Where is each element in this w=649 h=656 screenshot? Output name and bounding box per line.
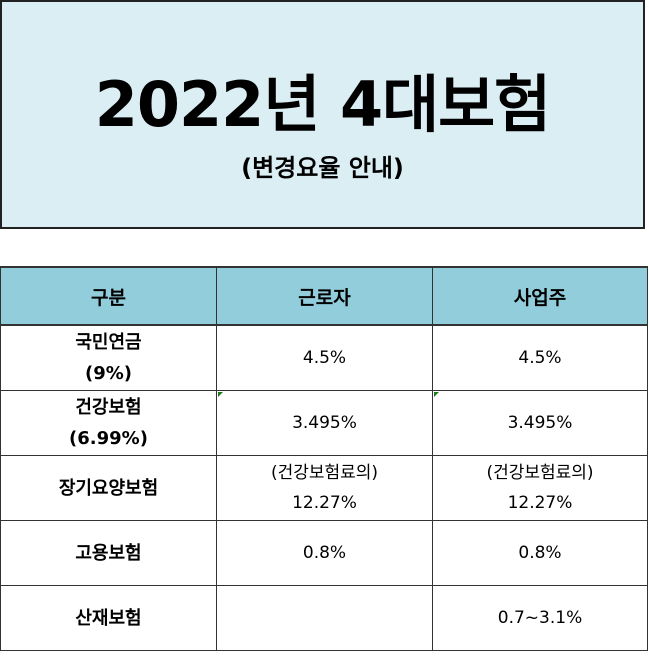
employer-rate-cell: (건강보험료의) 12.27%	[432, 455, 648, 521]
cell-error-marker	[218, 392, 223, 397]
employer-rate-cell: 0.8%	[432, 520, 648, 586]
worker-rate: 0.8%	[302, 543, 347, 563]
employer-rate-cell: 3.495%	[432, 390, 648, 456]
employer-rate-cell: 0.7~3.1%	[432, 585, 648, 651]
table-row: 고용보험 0.8% 0.8%	[0, 520, 648, 586]
column-header-category: 구분	[0, 266, 217, 326]
worker-rate-cell: 0.8%	[216, 520, 433, 586]
worker-rate: 3.495%	[292, 413, 357, 433]
employer-rate: 12.27%	[507, 493, 573, 513]
employer-rate-note: (건강보험료의)	[486, 463, 594, 483]
row-label-text: 건강보험	[75, 397, 142, 418]
insurance-rate-table: 구분 근로자 사업주 국민연금 (9%) 4.5% 4.5% 건강보험 (6.9…	[0, 266, 648, 651]
employer-rate: 0.8%	[518, 543, 562, 563]
table-header-row: 구분 근로자 사업주	[0, 266, 648, 326]
employer-rate: 0.7~3.1%	[497, 608, 583, 628]
employer-rate-cell: 4.5%	[432, 324, 648, 391]
column-header-employer: 사업주	[432, 266, 648, 326]
row-label-rate: (6.99%)	[69, 428, 148, 449]
row-label-rate: (9%)	[84, 363, 132, 384]
table-row: 국민연금 (9%) 4.5% 4.5%	[0, 324, 648, 391]
row-label-industrial-accident: 산재보험	[0, 585, 217, 651]
row-label-employment-insurance: 고용보험	[0, 520, 217, 586]
column-header-worker: 근로자	[216, 266, 433, 326]
worker-rate: 12.27%	[292, 493, 357, 513]
worker-rate-note: (건강보험료의)	[270, 463, 379, 483]
row-label-text: 고용보험	[75, 542, 142, 564]
row-label-text: 국민연금	[75, 332, 142, 353]
page-title: 2022년 4대보험	[94, 68, 551, 141]
row-label-text: 장기요양보험	[58, 477, 159, 499]
row-label-health-insurance: 건강보험 (6.99%)	[0, 390, 217, 456]
cell-error-marker	[434, 392, 439, 397]
table-row: 장기요양보험 (건강보험료의) 12.27% (건강보험료의) 12.27%	[0, 455, 648, 521]
row-label-text: 산재보험	[75, 607, 142, 629]
employer-rate: 4.5%	[518, 348, 562, 368]
worker-rate: 4.5%	[302, 348, 347, 368]
table-row: 건강보험 (6.99%) 3.495% 3.495%	[0, 390, 648, 456]
page-subtitle: (변경요율 안내)	[241, 154, 404, 182]
row-label-long-term-care: 장기요양보험	[0, 455, 217, 521]
worker-rate-cell: 3.495%	[216, 390, 433, 456]
title-banner: 2022년 4대보험 (변경요율 안내)	[0, 0, 645, 229]
worker-rate-cell: (건강보험료의) 12.27%	[216, 455, 433, 521]
worker-rate-cell	[216, 585, 433, 651]
employer-rate: 3.495%	[507, 413, 573, 433]
worker-rate-cell: 4.5%	[216, 324, 433, 391]
row-label-national-pension: 국민연금 (9%)	[0, 324, 217, 391]
table-row: 산재보험 0.7~3.1%	[0, 585, 648, 651]
